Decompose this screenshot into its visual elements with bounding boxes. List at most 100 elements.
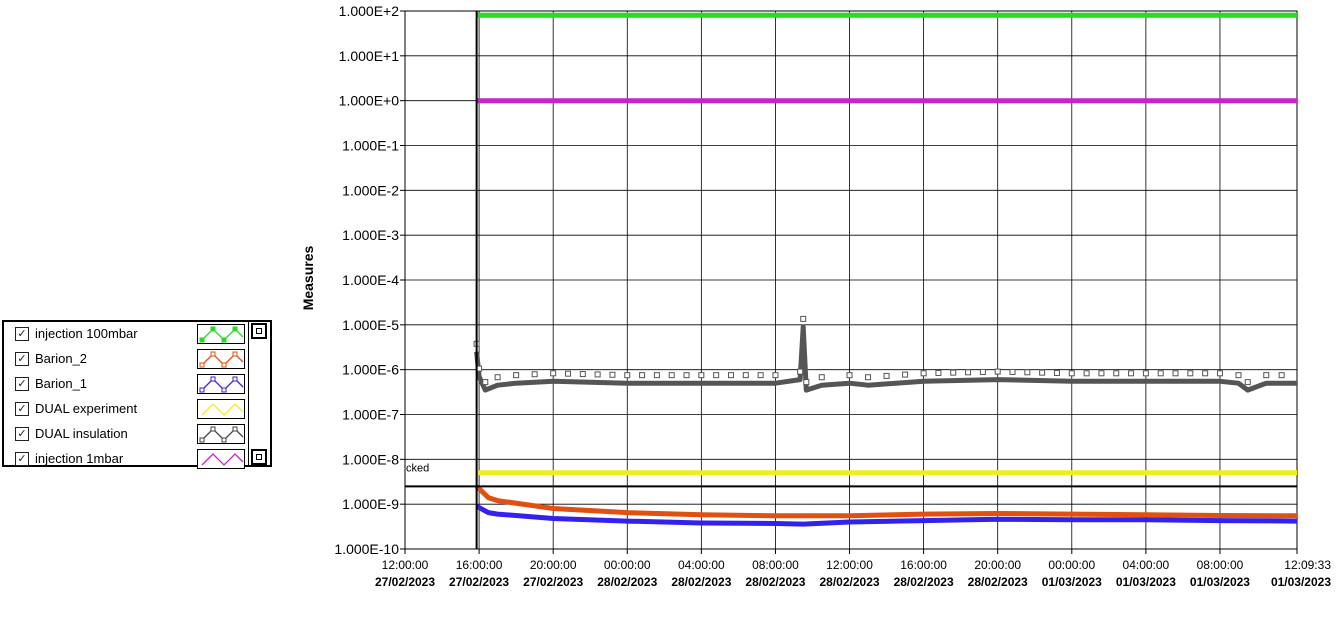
- x-axis-ticks: 12:00:00 27/02/2023 16:00:00 27/02/2023 20:0…: [375, 549, 1331, 589]
- series-point: [902, 371, 909, 378]
- y-tick-label: 1.000E-4: [342, 272, 399, 288]
- series-point: [513, 372, 520, 379]
- series-point: [1216, 370, 1223, 377]
- series-point: [609, 371, 616, 378]
- scroll-up-button[interactable]: [251, 323, 267, 339]
- legend-swatch[interactable]: [197, 324, 245, 344]
- cursor-label: cked: [406, 462, 429, 474]
- series-point: [757, 372, 764, 379]
- legend-checkbox[interactable]: ✓: [15, 452, 29, 466]
- x-tick-date: 01/03/2023: [1116, 575, 1176, 589]
- x-tick-date: 27/02/2023: [375, 575, 435, 589]
- legend-checkbox[interactable]: ✓: [15, 402, 29, 416]
- y-tick-label: 1.000E-1: [342, 138, 399, 154]
- series-point: [639, 372, 646, 379]
- series-point: [1024, 369, 1031, 376]
- series-point: [979, 368, 986, 375]
- legend-swatch[interactable]: [197, 424, 245, 444]
- series-point: [846, 372, 853, 379]
- x-tick-date: 27/02/2023: [523, 575, 583, 589]
- series-point: [713, 372, 720, 379]
- legend-checkbox[interactable]: ✓: [15, 352, 29, 366]
- legend-item[interactable]: ✓ injection 100mbar: [4, 324, 248, 346]
- legend-swatch[interactable]: [197, 374, 245, 394]
- x-tick-time: 16:00:00: [900, 558, 947, 572]
- series-point: [1157, 370, 1164, 377]
- series-point: [1083, 370, 1090, 377]
- series-point: [797, 368, 804, 375]
- y-axis-ticks: 1.000E+2 1.000E+1 1.000E+0 1.000E-1 1.000E-2…: [334, 3, 405, 557]
- legend-label: DUAL experiment: [35, 401, 138, 416]
- legend-checkbox[interactable]: ✓: [15, 427, 29, 441]
- series-point: [1039, 369, 1046, 376]
- plot-legend: ✓ injection 100mbar ✓ Barion_2 ✓ Barion_1 ✓ DUA…: [2, 320, 272, 469]
- series-line: [474, 484, 1298, 519]
- legend-item[interactable]: ✓ injection 1mbar: [4, 449, 248, 471]
- series-point: [950, 369, 957, 376]
- x-tick-date: 28/02/2023: [671, 575, 731, 589]
- legend-item[interactable]: ✓ DUAL insulation: [4, 424, 248, 446]
- legend-label: injection 1mbar: [35, 451, 124, 466]
- series-point: [994, 368, 1001, 375]
- legend-label: injection 100mbar: [35, 326, 138, 341]
- legend-label: Barion_1: [35, 376, 88, 391]
- series-point: [1235, 372, 1242, 379]
- legend-scrollbar[interactable]: [248, 322, 269, 465]
- series-point: [772, 372, 779, 379]
- series-point: [482, 379, 489, 386]
- x-tick-date: 28/02/2023: [745, 575, 805, 589]
- series-point: [653, 372, 660, 379]
- cursor[interactable]: cked: [405, 11, 1297, 549]
- series-line: [474, 324, 1297, 393]
- series-point: [883, 372, 890, 379]
- series-point: [1187, 370, 1194, 377]
- series-point: [579, 371, 586, 378]
- x-tick-time: 20:00:00: [974, 558, 1021, 572]
- legend-checkbox[interactable]: ✓: [15, 377, 29, 391]
- legend-swatch[interactable]: [197, 349, 245, 369]
- series-point: [1172, 370, 1179, 377]
- scroll-down-button[interactable]: [251, 449, 267, 465]
- series-point: [564, 370, 571, 377]
- x-tick-date: 28/02/2023: [968, 575, 1028, 589]
- y-tick-label: 1.000E+2: [339, 3, 400, 19]
- legend-item[interactable]: ✓ Barion_2: [4, 349, 248, 371]
- x-tick-date: 28/02/2023: [894, 575, 954, 589]
- series-point: [1113, 370, 1120, 377]
- series-point: [920, 370, 927, 377]
- x-tick-time: 08:00:00: [1197, 558, 1244, 572]
- series-point: [624, 372, 631, 379]
- x-tick-date: 28/02/2023: [819, 575, 879, 589]
- series-point: [683, 372, 690, 379]
- y-tick-label: 1.000E-9: [342, 496, 399, 512]
- x-tick-time: 04:00:00: [678, 558, 725, 572]
- x-tick-date: 01/03/2023: [1042, 575, 1102, 589]
- series-point: [803, 379, 810, 386]
- series-point: [1244, 379, 1251, 386]
- series-point: [698, 372, 705, 379]
- x-tick-time: 16:00:00: [456, 558, 503, 572]
- x-tick-time: 00:00:00: [604, 558, 651, 572]
- y-tick-label: 1.000E-10: [334, 541, 399, 557]
- legend-item[interactable]: ✓ DUAL experiment: [4, 399, 248, 421]
- legend-checkbox[interactable]: ✓: [15, 327, 29, 341]
- x-tick-date: 27/02/2023: [449, 575, 509, 589]
- series-point: [1053, 369, 1060, 376]
- series-point: [742, 372, 749, 379]
- series-point: [865, 374, 872, 381]
- grid: [404, 10, 1298, 550]
- legend-item[interactable]: ✓ Barion_1: [4, 374, 248, 396]
- y-tick-label: 1.000E-6: [342, 362, 399, 378]
- legend-swatch[interactable]: [197, 449, 245, 469]
- x-tick-date: 28/02/2023: [597, 575, 657, 589]
- series-point: [1098, 370, 1105, 377]
- series-point: [965, 369, 972, 376]
- y-tick-label: 1.000E-2: [342, 182, 399, 198]
- series-point: [668, 372, 675, 379]
- y-tick-label: 1.000E-5: [342, 317, 399, 333]
- y-tick-label: 1.000E-7: [342, 407, 399, 423]
- x-tick-time: 08:00:00: [752, 558, 799, 572]
- legend-swatch[interactable]: [197, 399, 245, 419]
- series-point: [800, 315, 807, 322]
